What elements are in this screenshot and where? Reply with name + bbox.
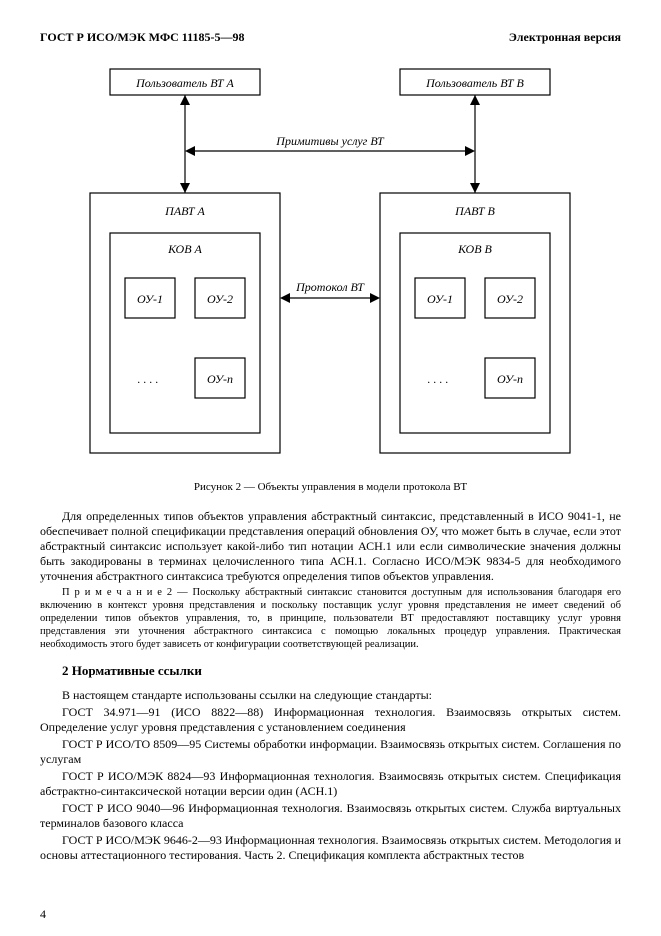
kob-a-box [110, 233, 260, 433]
ou-a-dots: . . . . [138, 372, 159, 386]
ref-5: ГОСТ Р ИСО/МЭК 9646-2—93 Информационная … [40, 833, 621, 863]
header-right: Электронная версия [509, 30, 621, 45]
primitives-arrow-right [465, 146, 475, 156]
primitives-label: Примитивы услуг ВТ [275, 134, 385, 148]
primitives-arrow-left [185, 146, 195, 156]
protocol-arrow-right [370, 293, 380, 303]
refs-intro: В настоящем стандарте использованы ссылк… [40, 688, 621, 703]
ou-b-2-label: ОУ-2 [497, 292, 523, 306]
note-2: П р и м е ч а н и е 2 — Поскольку абстра… [40, 586, 621, 652]
ou-a-1-label: ОУ-1 [137, 292, 163, 306]
ou-a-n-label: ОУ-n [207, 372, 233, 386]
page: ГОСТ Р ИСО/МЭК МФС 11185-5—98 Электронна… [0, 0, 661, 936]
figure-caption: Рисунок 2 — Объекты управления в модели … [40, 481, 621, 495]
page-number: 4 [40, 907, 46, 922]
kob-a-label: КОВ A [167, 242, 202, 256]
kob-b-label: КОВ B [457, 242, 492, 256]
arrow-into-user-a [180, 95, 190, 105]
section-2-title: 2 Нормативные ссылки [62, 663, 621, 679]
pavt-a-label: ПАВТ A [164, 204, 205, 218]
protocol-arrow-left [280, 293, 290, 303]
user-a-label: Пользователь ВТ A [135, 76, 234, 90]
arrow-into-pavt-a [180, 183, 190, 193]
protocol-label: Протокол ВТ [295, 280, 365, 294]
arrow-into-user-b [470, 95, 480, 105]
ref-2: ГОСТ Р ИСО/ТО 8509—95 Системы обработки … [40, 737, 621, 767]
kob-b-box [400, 233, 550, 433]
user-b-label: Пользователь ВТ B [425, 76, 524, 90]
arrow-into-pavt-b [470, 183, 480, 193]
diagram-svg: Пользователь ВТ A Пользователь ВТ B Прим… [40, 63, 621, 473]
ou-b-n-label: ОУ-n [497, 372, 523, 386]
ref-3: ГОСТ Р ИСО/МЭК 8824—93 Информационная те… [40, 769, 621, 799]
header-row: ГОСТ Р ИСО/МЭК МФС 11185-5—98 Электронна… [40, 30, 621, 45]
pavt-b-label: ПАВТ B [454, 204, 495, 218]
ou-a-2-label: ОУ-2 [207, 292, 233, 306]
ou-b-dots: . . . . [428, 372, 449, 386]
paragraph-1: Для определенных типов объектов управлен… [40, 509, 621, 584]
header-left: ГОСТ Р ИСО/МЭК МФС 11185-5—98 [40, 30, 244, 45]
pavt-a-box [90, 193, 280, 453]
diagram-container: Пользователь ВТ A Пользователь ВТ B Прим… [40, 63, 621, 473]
pavt-b-box [380, 193, 570, 453]
ref-4: ГОСТ Р ИСО 9040—96 Информационная технол… [40, 801, 621, 831]
ou-b-1-label: ОУ-1 [427, 292, 453, 306]
ref-1: ГОСТ 34.971—91 (ИСО 8822—88) Информацион… [40, 705, 621, 735]
